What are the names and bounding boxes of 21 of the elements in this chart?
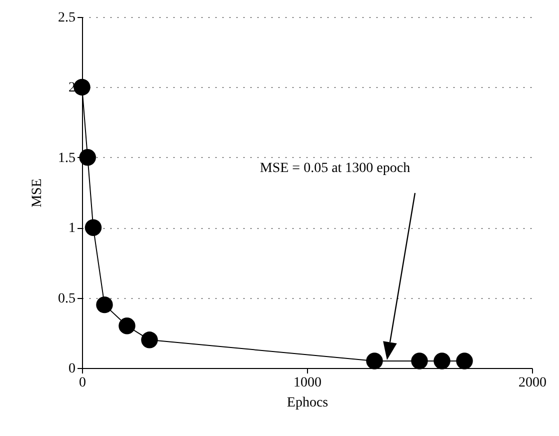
- x-tick-label: 1000: [294, 376, 322, 390]
- y-tick-label: 1: [68, 221, 76, 236]
- point: [456, 352, 473, 370]
- point: [74, 78, 90, 96]
- annotation: MSE = 0.05 at 1300 epoch: [260, 161, 410, 176]
- x-axis-title: Ephocs: [286, 396, 328, 410]
- point: [84, 219, 102, 236]
- y-tick-label: 2.5: [58, 10, 76, 26]
- point: [411, 352, 428, 370]
- point: [118, 318, 136, 334]
- y-tick-label: 0: [68, 362, 76, 376]
- y-tick-label: 0.5: [58, 291, 76, 306]
- x-tick-label: 2000: [518, 376, 546, 390]
- point: [434, 352, 450, 370]
- point: [366, 352, 383, 370]
- point: [79, 149, 96, 166]
- y-axis-title: MSE: [30, 178, 45, 208]
- x-tick-label: 0: [79, 376, 86, 390]
- point: [96, 296, 113, 314]
- point: [141, 332, 158, 348]
- y-tick-label: 1.5: [58, 150, 76, 166]
